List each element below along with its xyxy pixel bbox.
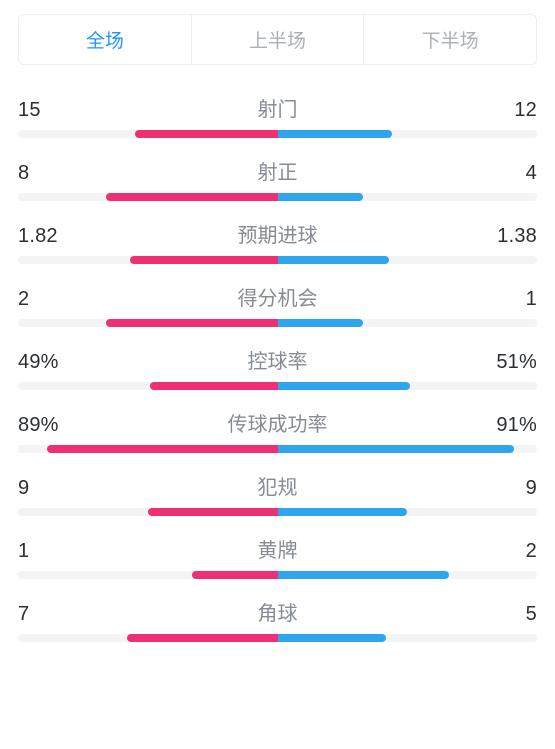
- stat-left-value: 49%: [18, 351, 59, 374]
- bar-fill-right: [278, 445, 514, 453]
- bar-fill-right: [278, 256, 390, 264]
- bar-half-left: [18, 382, 278, 390]
- tab-first-half[interactable]: 上半场: [191, 15, 364, 64]
- bar-half-right: [278, 634, 538, 642]
- stat-left-value: 7: [18, 603, 29, 626]
- stat-bar: [18, 256, 537, 264]
- stat-text-row: 2得分机会1: [18, 276, 537, 319]
- stat-label: 犯规: [29, 471, 525, 500]
- stat-left-value: 1: [18, 540, 29, 563]
- bar-half-right: [278, 256, 538, 264]
- stat-label: 得分机会: [29, 282, 525, 311]
- stat-label: 黄牌: [29, 534, 525, 563]
- stat-bar: [18, 382, 537, 390]
- stat-bar: [18, 634, 537, 642]
- stat-right-value: 91%: [496, 414, 537, 437]
- stat-right-value: 2: [526, 540, 537, 563]
- stat-text-row: 89%传球成功率91%: [18, 402, 537, 445]
- stat-text-row: 1.82预期进球1.38: [18, 213, 537, 256]
- stat-label: 角球: [29, 597, 525, 626]
- stat-row: 89%传球成功率91%: [18, 402, 537, 453]
- bar-fill-left: [106, 319, 277, 327]
- bar-half-left: [18, 319, 278, 327]
- bar-half-right: [278, 445, 538, 453]
- stat-label: 控球率: [59, 345, 497, 374]
- bar-fill-left: [150, 382, 277, 390]
- stat-row: 1黄牌2: [18, 528, 537, 579]
- bar-fill-left: [135, 130, 278, 138]
- bar-half-right: [278, 382, 538, 390]
- stat-text-row: 15射门12: [18, 87, 537, 130]
- bar-fill-right: [278, 130, 392, 138]
- bar-fill-right: [278, 193, 364, 201]
- period-tabs: 全场 上半场 下半场: [18, 14, 537, 65]
- stat-right-value: 12: [514, 99, 537, 122]
- stat-left-value: 2: [18, 288, 29, 311]
- bar-half-left: [18, 445, 278, 453]
- stat-left-value: 15: [18, 99, 41, 122]
- stat-bar: [18, 319, 537, 327]
- stat-label: 射门: [41, 93, 515, 122]
- bar-half-left: [18, 130, 278, 138]
- stat-left-value: 9: [18, 477, 29, 500]
- stat-text-row: 49%控球率51%: [18, 339, 537, 382]
- tab-full-match[interactable]: 全场: [19, 15, 191, 64]
- stat-row: 49%控球率51%: [18, 339, 537, 390]
- bar-half-left: [18, 634, 278, 642]
- stat-label: 射正: [29, 156, 525, 185]
- bar-fill-left: [148, 508, 278, 516]
- stat-row: 7角球5: [18, 591, 537, 642]
- stat-label: 传球成功率: [59, 408, 497, 437]
- bar-fill-right: [278, 508, 408, 516]
- stat-row: 1.82预期进球1.38: [18, 213, 537, 264]
- stat-right-value: 5: [526, 603, 537, 626]
- bar-half-left: [18, 571, 278, 579]
- stat-row: 2得分机会1: [18, 276, 537, 327]
- stats-list: 15射门128射正41.82预期进球1.382得分机会149%控球率51%89%…: [18, 87, 537, 642]
- bar-half-right: [278, 193, 538, 201]
- stat-text-row: 1黄牌2: [18, 528, 537, 571]
- bar-fill-left: [106, 193, 277, 201]
- stat-bar: [18, 571, 537, 579]
- stat-row: 8射正4: [18, 150, 537, 201]
- bar-half-left: [18, 508, 278, 516]
- bar-fill-right: [278, 382, 410, 390]
- stat-left-value: 8: [18, 162, 29, 185]
- bar-fill-right: [278, 319, 364, 327]
- bar-half-right: [278, 508, 538, 516]
- bar-fill-left: [127, 634, 278, 642]
- stat-right-value: 4: [526, 162, 537, 185]
- bar-half-right: [278, 571, 538, 579]
- stat-right-value: 1.38: [497, 225, 537, 248]
- bar-fill-left: [192, 571, 278, 579]
- stat-text-row: 9犯规9: [18, 465, 537, 508]
- stats-panel: 全场 上半场 下半场 15射门128射正41.82预期进球1.382得分机会14…: [0, 0, 555, 642]
- bar-fill-left: [47, 445, 278, 453]
- stat-text-row: 7角球5: [18, 591, 537, 634]
- stat-bar: [18, 193, 537, 201]
- tab-second-half[interactable]: 下半场: [363, 15, 536, 64]
- bar-half-left: [18, 256, 278, 264]
- stat-row: 9犯规9: [18, 465, 537, 516]
- bar-half-right: [278, 319, 538, 327]
- stat-bar: [18, 508, 537, 516]
- bar-half-left: [18, 193, 278, 201]
- stat-left-value: 1.82: [18, 225, 58, 248]
- bar-fill-right: [278, 634, 387, 642]
- bar-fill-right: [278, 571, 449, 579]
- stat-left-value: 89%: [18, 414, 59, 437]
- stat-right-value: 51%: [496, 351, 537, 374]
- stat-bar: [18, 130, 537, 138]
- bar-fill-left: [130, 256, 278, 264]
- stat-text-row: 8射正4: [18, 150, 537, 193]
- stat-right-value: 1: [526, 288, 537, 311]
- bar-half-right: [278, 130, 538, 138]
- stat-row: 15射门12: [18, 87, 537, 138]
- stat-bar: [18, 445, 537, 453]
- stat-label: 预期进球: [58, 219, 498, 248]
- stat-right-value: 9: [526, 477, 537, 500]
